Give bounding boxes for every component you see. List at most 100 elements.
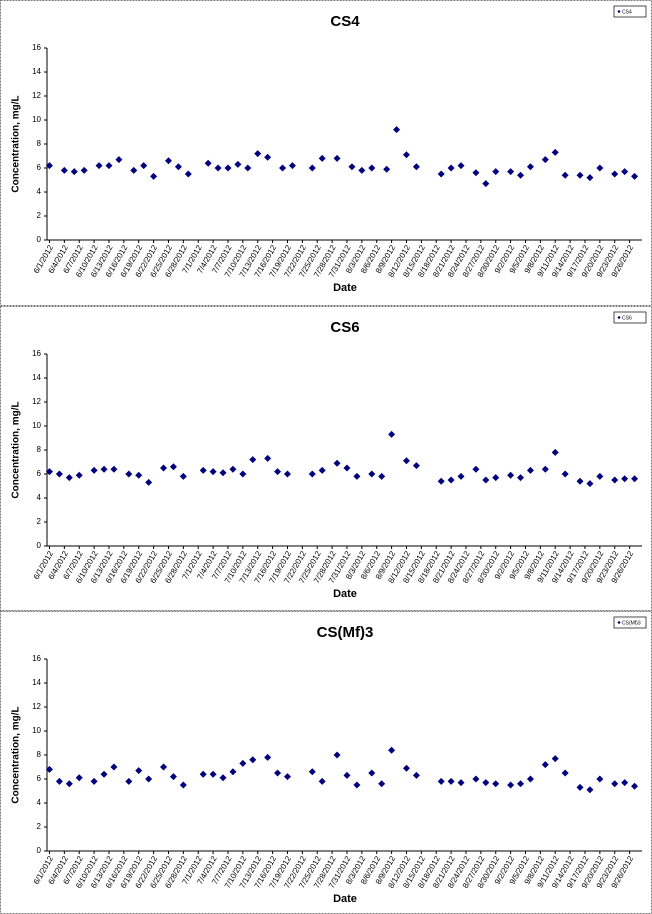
data-point	[388, 746, 396, 754]
data-point	[45, 162, 53, 170]
data-point	[437, 170, 445, 178]
data-point	[145, 478, 153, 486]
data-point	[229, 768, 237, 776]
data-point	[224, 164, 232, 172]
data-point	[576, 477, 584, 485]
data-point	[219, 774, 227, 782]
data-point	[95, 162, 103, 170]
x-axis-label: Date	[333, 893, 357, 905]
y-tick-label: 6	[37, 774, 42, 783]
data-point	[135, 767, 143, 775]
data-point	[586, 786, 594, 794]
data-point	[393, 126, 401, 134]
data-point	[596, 164, 604, 172]
legend-label: CS(Mf)3	[622, 620, 641, 626]
data-point	[145, 775, 153, 783]
data-point	[80, 166, 88, 174]
data-point	[135, 471, 143, 479]
data-point	[55, 470, 63, 478]
legend-marker	[617, 315, 621, 320]
data-point	[586, 480, 594, 488]
data-point	[412, 163, 420, 171]
data-point	[244, 164, 252, 172]
data-point	[333, 154, 341, 162]
data-point	[308, 470, 316, 478]
data-point	[264, 153, 272, 161]
data-point	[140, 162, 148, 170]
y-tick-label: 0	[37, 846, 42, 855]
legend-marker	[617, 620, 621, 625]
data-point	[517, 780, 525, 788]
data-point	[65, 474, 73, 482]
data-point	[283, 470, 291, 478]
data-point	[472, 465, 480, 473]
y-tick-label: 6	[37, 163, 42, 172]
data-point	[402, 764, 410, 772]
data-point	[526, 466, 534, 474]
y-tick-label: 10	[32, 421, 41, 430]
data-point	[348, 163, 356, 171]
data-point	[90, 466, 98, 474]
data-point	[517, 474, 525, 482]
data-point	[611, 170, 619, 178]
data-point	[249, 456, 257, 464]
legend-box	[613, 5, 647, 18]
chart-title: CS(Mf)3	[317, 624, 374, 641]
y-tick-label: 12	[32, 91, 41, 100]
y-axis-label: Concentration, mg/L	[11, 95, 22, 192]
data-point	[343, 464, 351, 472]
y-tick-label: 4	[37, 493, 42, 502]
data-point	[179, 781, 187, 789]
y-tick-label: 2	[37, 517, 42, 526]
data-point	[110, 465, 118, 473]
data-point	[526, 163, 534, 171]
data-point	[368, 470, 376, 478]
data-point	[437, 477, 445, 485]
data-point	[402, 151, 410, 159]
data-point	[576, 171, 584, 179]
data-point	[447, 476, 455, 484]
data-point	[611, 780, 619, 788]
data-point	[130, 166, 138, 174]
data-point	[388, 430, 396, 438]
data-point	[60, 166, 68, 174]
data-point	[482, 476, 490, 484]
data-point	[249, 756, 257, 764]
data-point	[264, 753, 272, 761]
legend-box	[613, 616, 647, 629]
data-point	[115, 156, 123, 164]
data-point	[100, 465, 108, 473]
data-point	[576, 783, 584, 791]
legend-box	[613, 311, 647, 324]
data-point	[551, 448, 559, 456]
y-axis-label: Concentration, mg/L	[11, 401, 22, 498]
data-point	[631, 172, 639, 180]
data-point	[412, 462, 420, 470]
data-point	[199, 770, 207, 778]
data-point	[492, 780, 500, 788]
y-tick-label: 14	[32, 67, 41, 76]
data-point	[55, 777, 63, 785]
data-point	[199, 466, 207, 474]
data-point	[105, 162, 113, 170]
chart-title: CS4	[330, 13, 360, 30]
y-tick-label: 10	[32, 115, 41, 124]
data-point	[631, 782, 639, 790]
data-point	[561, 470, 569, 478]
data-point	[507, 168, 515, 176]
data-point	[209, 770, 217, 778]
data-point	[169, 773, 177, 781]
data-point	[274, 769, 282, 777]
y-tick-label: 12	[32, 702, 41, 711]
data-point	[482, 779, 490, 787]
y-tick-label: 8	[37, 445, 42, 454]
data-point	[378, 472, 386, 480]
data-point	[318, 154, 326, 162]
data-point	[621, 168, 629, 176]
y-tick-label: 6	[37, 469, 42, 478]
data-point	[611, 476, 619, 484]
data-point	[353, 781, 361, 789]
data-point	[70, 168, 78, 176]
data-point	[457, 162, 465, 170]
